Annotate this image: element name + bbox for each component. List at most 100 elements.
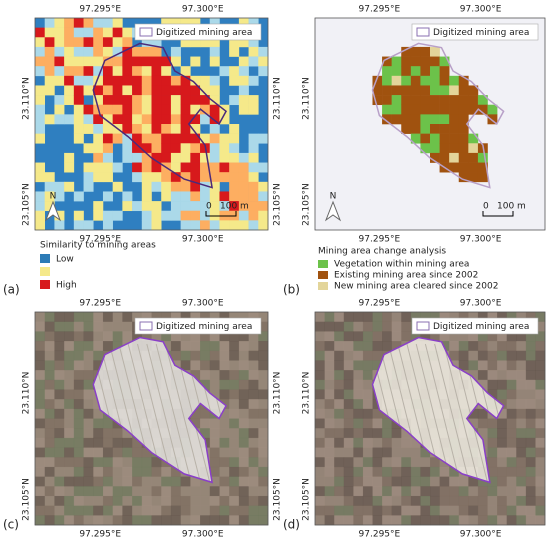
map-cell — [535, 370, 546, 381]
map-cell — [258, 331, 269, 342]
map-cell — [35, 114, 46, 125]
lon-label: 97.295°E — [79, 235, 121, 245]
map-cell — [516, 389, 527, 400]
map-cell — [112, 37, 123, 48]
map-cell — [161, 56, 172, 67]
map-cell — [229, 191, 240, 202]
map-cell — [487, 370, 498, 381]
map-cell — [382, 75, 392, 86]
map-cell — [506, 495, 517, 506]
map-cell — [439, 466, 450, 477]
mining-boundary — [371, 336, 505, 484]
map-cell — [382, 104, 392, 115]
map-frame — [314, 17, 546, 231]
map-cell — [315, 515, 325, 526]
map-cell — [516, 437, 527, 448]
map-cell — [248, 56, 259, 67]
map-cell — [248, 172, 259, 183]
map-cell — [112, 114, 123, 125]
map-cell — [64, 312, 75, 322]
map-cell — [420, 457, 431, 468]
map-cell — [535, 505, 546, 516]
map-cell — [439, 95, 450, 106]
map-cell — [449, 476, 460, 487]
map-cell — [535, 321, 546, 332]
map-cell — [141, 457, 152, 468]
terrace — [137, 343, 173, 483]
map-cell — [83, 172, 94, 183]
map-cell — [382, 428, 392, 439]
map-cell — [190, 37, 201, 48]
map-cell — [54, 466, 65, 477]
map-cell — [430, 331, 440, 342]
map-cell — [83, 321, 94, 332]
map-cell — [401, 476, 412, 487]
map-cell — [35, 486, 46, 497]
map-cell — [122, 95, 133, 106]
map-cell — [229, 457, 240, 468]
map-cell — [209, 181, 220, 192]
legend-text: Digitized mining area — [156, 322, 252, 332]
map-cell — [180, 162, 191, 173]
map-cell — [382, 495, 392, 506]
map-cell — [468, 341, 479, 352]
map-cell — [430, 505, 440, 516]
map-cell — [180, 350, 191, 361]
map-cell — [458, 341, 469, 352]
map-cell — [112, 18, 123, 28]
map-cell — [343, 437, 354, 448]
map-cell — [391, 447, 402, 458]
map-cell — [487, 515, 498, 526]
map-cell — [161, 466, 172, 477]
map-cell — [93, 75, 104, 86]
lat-label: 23.105°N — [22, 183, 32, 226]
north-arrow — [324, 200, 342, 222]
lon-label: 97.300°E — [182, 530, 224, 540]
map-cell — [54, 486, 65, 497]
map-cell — [161, 331, 172, 342]
map-cell — [54, 56, 65, 67]
map-cell — [324, 457, 335, 468]
map-cell — [200, 379, 211, 390]
map-cell — [248, 457, 259, 468]
map-cell — [73, 210, 84, 221]
map-cell — [468, 331, 479, 342]
map-cell — [44, 56, 55, 67]
map-cell — [238, 466, 249, 477]
map-cell — [410, 457, 421, 468]
map-cell — [362, 466, 373, 477]
map-cell — [334, 466, 345, 477]
map-cell — [248, 399, 259, 410]
map-cell — [170, 312, 181, 322]
map-cell — [410, 312, 421, 322]
map-cell — [477, 95, 488, 106]
map-cell — [151, 124, 162, 134]
map-cell — [35, 172, 46, 183]
map-cell — [391, 476, 402, 487]
map-cell — [362, 505, 373, 516]
map-cell — [372, 466, 383, 477]
map-cell — [83, 162, 94, 173]
map-cell — [229, 437, 240, 448]
map-cell — [372, 360, 383, 371]
map-cell — [372, 476, 383, 487]
map-cell — [170, 495, 181, 506]
map-cell — [324, 321, 335, 332]
map-cell — [44, 66, 55, 77]
map-cell — [382, 56, 392, 67]
map-cell — [200, 201, 211, 212]
map-cell — [439, 66, 450, 77]
map-cell — [258, 341, 269, 352]
map-cell — [372, 505, 383, 516]
lat-label: 23.110°N — [22, 77, 32, 120]
map-cell — [258, 181, 269, 192]
map-cell — [420, 85, 431, 96]
map-cell — [170, 133, 181, 144]
map-cell — [151, 56, 162, 67]
map-cell — [141, 201, 152, 212]
map-cell — [516, 476, 527, 487]
map-cell — [35, 408, 46, 419]
map-cell — [420, 114, 431, 125]
map-cell — [73, 18, 84, 28]
map-cell — [535, 331, 546, 342]
